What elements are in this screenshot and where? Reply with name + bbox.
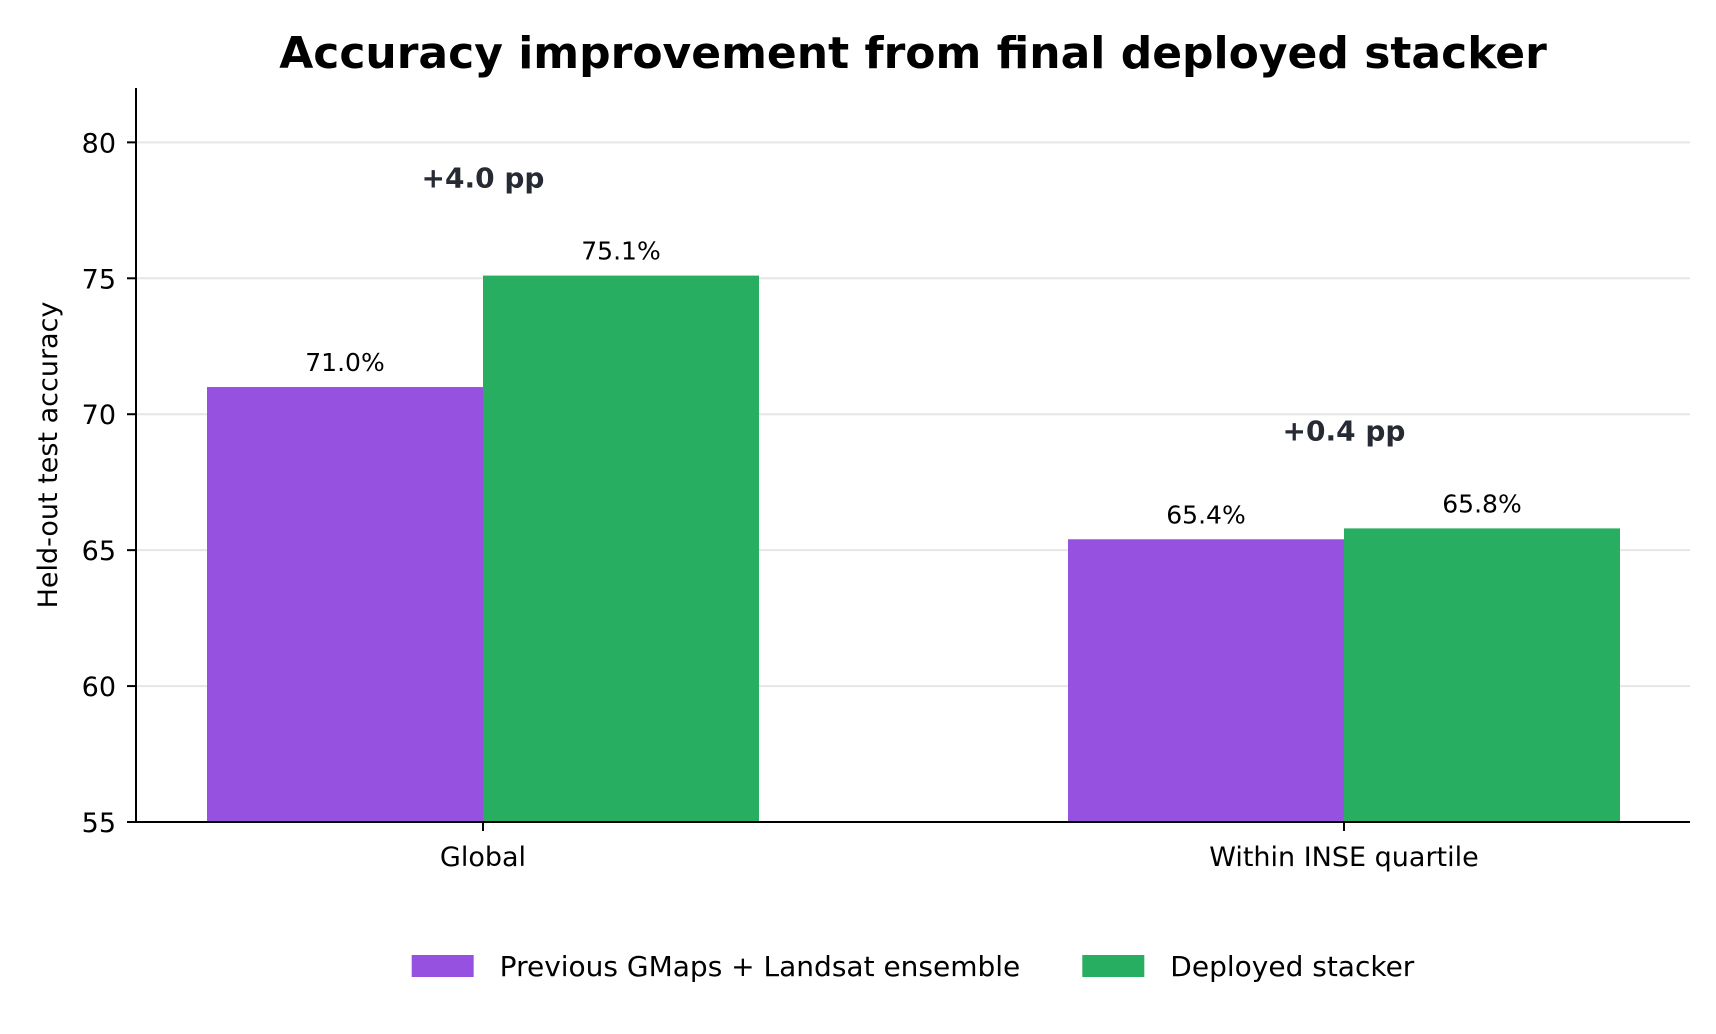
y-axis-label: Held-out test accuracy xyxy=(33,302,64,609)
axes: 55 60 65 70 75 80 Global Within INSE quartile xyxy=(82,88,1690,873)
legend-label: Deployed stacker xyxy=(1170,950,1415,983)
y-tick-label: 80 xyxy=(82,128,116,159)
bar-value-label: 65.4% xyxy=(1166,500,1245,529)
delta-annotation: +4.0 pp xyxy=(422,162,545,195)
legend-label: Previous GMaps + Landsat ensemble xyxy=(500,950,1021,983)
legend-swatch xyxy=(1082,955,1145,977)
x-tick-label: Global xyxy=(440,842,526,873)
legend-swatch xyxy=(411,955,474,977)
y-tick-label: 75 xyxy=(82,264,116,295)
x-tick-label: Within INSE quartile xyxy=(1209,842,1479,873)
bar xyxy=(207,387,483,822)
bar xyxy=(1344,528,1620,822)
bar-value-label: 71.0% xyxy=(305,348,384,377)
chart-title: Accuracy improvement from final deployed… xyxy=(279,28,1547,79)
bar-value-label: 65.8% xyxy=(1442,489,1521,518)
legend: Previous GMaps + Landsat ensemble Deploye… xyxy=(411,950,1415,983)
y-tick-label: 55 xyxy=(82,808,116,839)
bar xyxy=(483,275,759,823)
y-tick-label: 65 xyxy=(82,536,116,567)
delta-annotation: +0.4 pp xyxy=(1283,415,1406,448)
y-tick-label: 60 xyxy=(82,672,116,703)
y-tick-label: 70 xyxy=(82,400,116,431)
bar-value-label: 75.1% xyxy=(581,237,660,266)
bars xyxy=(207,275,1620,823)
value-labels: 71.0% 75.1% 65.4% 65.8% +4.0 pp +0.4 pp xyxy=(305,162,1521,530)
bar xyxy=(1068,539,1344,822)
